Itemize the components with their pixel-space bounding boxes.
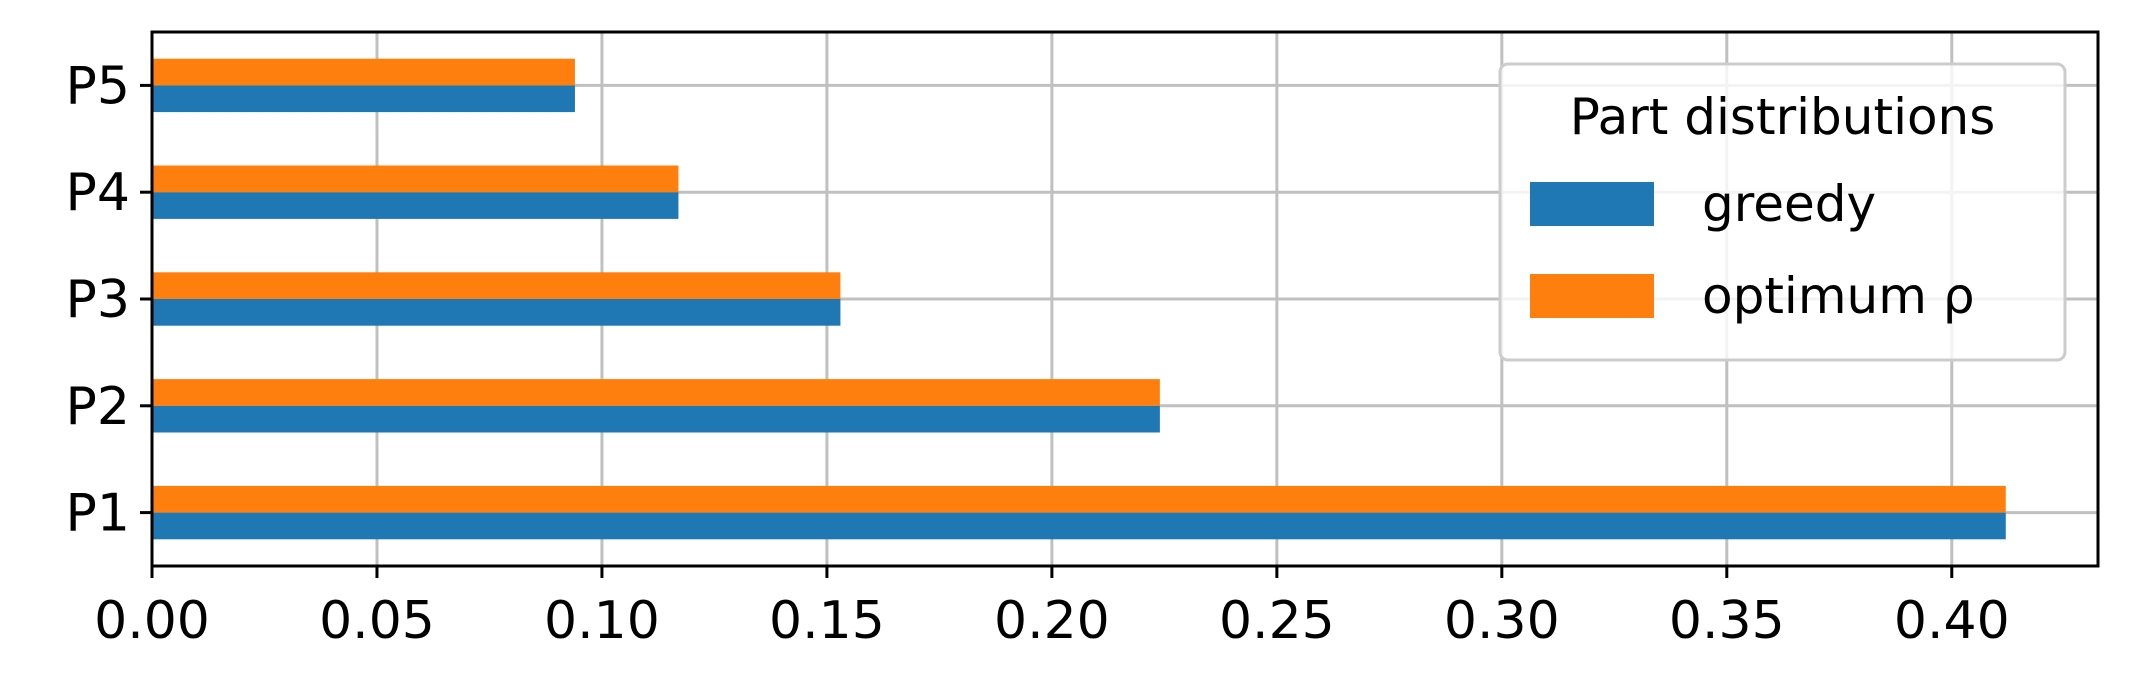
x-tick-label: 0.25 <box>1219 591 1335 651</box>
x-tick-label: 0.15 <box>769 591 885 651</box>
legend-label-greedy: greedy <box>1702 175 1876 233</box>
y-tick-label: P1 <box>66 484 130 544</box>
bar-greedy-p2 <box>152 405 1160 433</box>
x-tick-label: 0.40 <box>1894 591 2010 651</box>
x-tick-label: 0.10 <box>544 591 660 651</box>
legend-entries: greedy optimum ρ <box>1530 175 1975 325</box>
bar-optimum-p1 <box>152 485 2006 513</box>
x-tick-label: 0.30 <box>1444 591 1560 651</box>
bar-optimum-p4 <box>152 165 679 193</box>
x-tick-label: 0.20 <box>994 591 1110 651</box>
bar-optimum-p5 <box>152 58 575 86</box>
axis-ticks: 0.00 0.05 0.10 0.15 0.20 0.25 0.30 0.35 0.40 P1 P2… <box>66 56 2010 651</box>
bar-optimum-p2 <box>152 379 1160 406</box>
bar-greedy-p3 <box>152 299 841 326</box>
legend-swatch-optimum <box>1530 274 1654 318</box>
bars <box>152 58 2006 540</box>
legend-label-optimum: optimum ρ <box>1702 267 1975 325</box>
bar-greedy-p1 <box>152 512 2006 540</box>
y-tick-label: P2 <box>66 377 130 437</box>
x-tick-label: 0.35 <box>1669 591 1785 651</box>
legend-swatch-greedy <box>1530 182 1654 226</box>
legend: Part distributions greedy optimum ρ <box>1498 62 2067 362</box>
bar-greedy-p4 <box>152 192 679 219</box>
bar-optimum-p3 <box>152 272 841 299</box>
y-tick-label: P3 <box>66 270 130 330</box>
x-tick-label: 0.05 <box>319 591 435 651</box>
y-tick-label: P5 <box>66 56 130 116</box>
y-tick-label: P4 <box>66 163 130 223</box>
x-tick-label: 0.00 <box>94 591 210 651</box>
legend-title: Part distributions <box>1570 88 1996 146</box>
bar-greedy-p5 <box>152 85 575 113</box>
